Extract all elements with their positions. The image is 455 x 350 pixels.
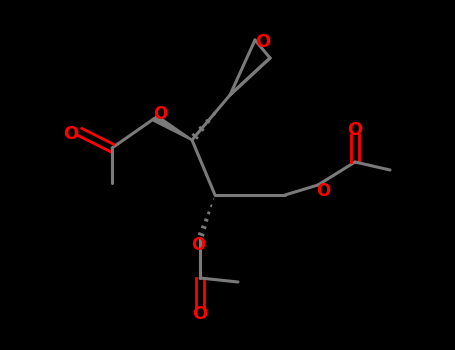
- Polygon shape: [153, 115, 192, 140]
- Text: O: O: [192, 305, 207, 323]
- Text: O: O: [347, 121, 363, 139]
- Text: O: O: [153, 105, 167, 123]
- Text: O: O: [191, 236, 205, 254]
- Text: O: O: [63, 125, 79, 143]
- Text: O: O: [255, 33, 271, 51]
- Text: O: O: [316, 182, 330, 200]
